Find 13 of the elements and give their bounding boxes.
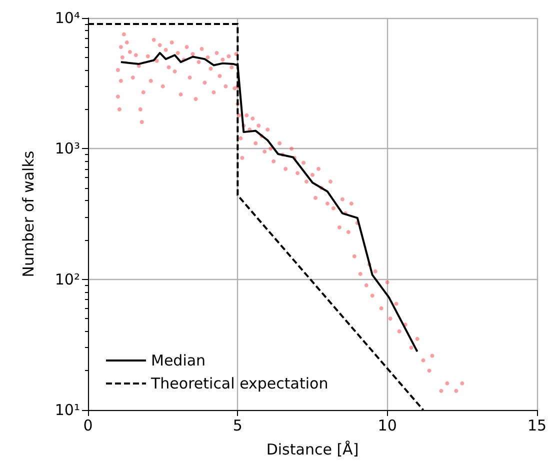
y-axis-title: Number of walks [20,150,38,278]
y-tick-label: 10³ [54,140,80,158]
x-axis-title: Distance [Å] [266,440,359,458]
x-tick-label: 5 [232,416,242,434]
y-tick-label: 10² [54,270,80,288]
legend-label: Theoretical expectation [150,374,328,392]
y-tick-label: 10⁴ [54,9,80,27]
x-tick-label: 10 [378,416,397,434]
x-tick-label: 15 [527,416,547,434]
legend-label: Median [151,352,206,370]
y-tick-label: 10¹ [54,401,80,419]
line-series [120,52,418,353]
x-tick-label: 0 [83,416,93,434]
